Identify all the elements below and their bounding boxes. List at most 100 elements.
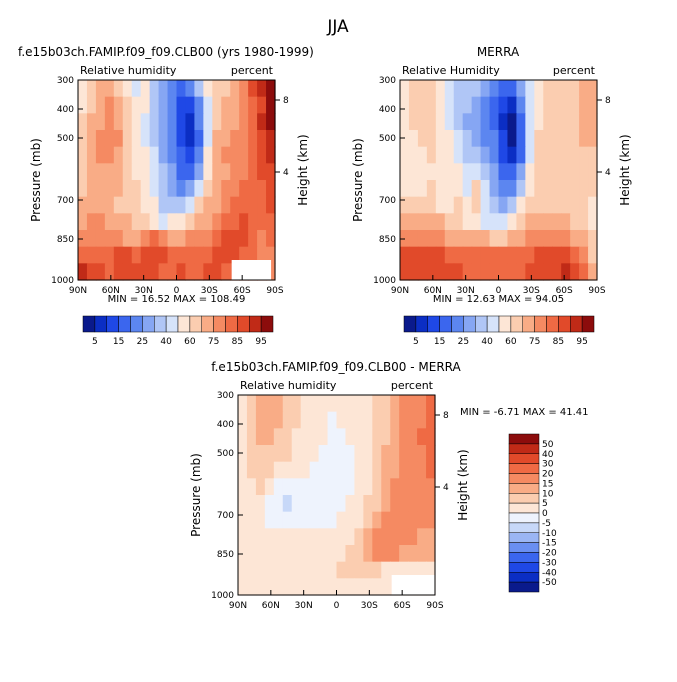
heatmap-cell	[167, 263, 178, 281]
heatmap-cell	[255, 445, 266, 463]
heatmap-cell	[372, 511, 382, 529]
heatmap-cell	[246, 445, 257, 463]
heatmap-cell	[257, 146, 267, 164]
heatmap-cell	[95, 130, 106, 148]
heatmap-cell	[264, 528, 275, 546]
heatmap-cell	[246, 395, 257, 413]
heatmap-cell	[86, 180, 97, 198]
heatmap-cell	[309, 461, 320, 479]
colorbar-swatch	[225, 315, 238, 333]
heatmap-cell	[140, 263, 151, 281]
heatmap-cell	[246, 495, 257, 513]
heatmap-cell	[417, 163, 428, 181]
heatmap-cell	[408, 163, 419, 181]
heatmap-cell	[507, 163, 517, 181]
heatmap-cell	[417, 263, 428, 281]
heatmap-cell	[113, 146, 124, 164]
heatmap-cell	[507, 96, 517, 114]
heatmap-cell	[399, 561, 409, 579]
heatmap-cell	[435, 263, 446, 281]
heatmap-cell	[273, 511, 284, 529]
heatmap-cell	[417, 478, 427, 496]
colorbar-label: 50	[542, 440, 554, 450]
heatmap-cell	[507, 80, 517, 98]
heatmap-cell	[498, 180, 509, 198]
heatmap-cell	[400, 80, 410, 98]
heatmap-cell	[435, 146, 446, 164]
heatmap-cell	[131, 96, 142, 114]
x-tick-label: 60S	[556, 286, 573, 296]
heatmap-cell	[561, 246, 571, 264]
heatmap-cell	[354, 411, 364, 429]
colorbar-swatch	[508, 552, 540, 563]
heatmap-cell	[399, 528, 409, 546]
y-tick-label: 700	[379, 196, 396, 206]
heatmap-cell	[471, 196, 482, 214]
heatmap-cell	[444, 230, 455, 248]
heatmap-cell	[417, 230, 428, 248]
y-tick-label: 400	[57, 105, 74, 115]
heatmap-cell	[212, 230, 222, 248]
heatmap-cell	[534, 213, 544, 231]
heatmap-cell	[255, 545, 266, 563]
heatmap-cell	[122, 196, 133, 214]
heatmap-cell	[140, 163, 151, 181]
heatmap-cell	[498, 213, 509, 231]
heatmap-cell	[561, 263, 571, 281]
heatmap-cell	[264, 411, 275, 429]
heatmap-cell	[158, 80, 169, 98]
heatmap-cell	[176, 196, 187, 214]
heatmap-cell	[203, 263, 213, 281]
heatmap-cell	[291, 511, 302, 529]
heatmap-cell	[516, 230, 526, 248]
heatmap-cell	[543, 113, 553, 131]
y-axis-title: Pressure (mb)	[351, 138, 365, 222]
heatmap-cell	[266, 230, 276, 248]
heatmap-cell	[570, 213, 580, 231]
missing-data-region	[231, 260, 272, 280]
heatmap-cell	[238, 478, 248, 496]
heatmap-cell	[516, 113, 526, 131]
heatmap-cell	[417, 528, 427, 546]
heatmap-cell	[266, 163, 276, 181]
heatmap-cell	[291, 428, 302, 446]
heatmap-cell	[149, 230, 160, 248]
heatmap-cell	[113, 213, 124, 231]
heatmap-cell	[264, 495, 275, 513]
heatmap-cell	[372, 528, 382, 546]
heatmap-cell	[453, 80, 464, 98]
heatmap-cell	[246, 511, 257, 529]
heatmap-cell	[480, 146, 491, 164]
colorbar-label: 15	[113, 337, 124, 347]
heatmap-cell	[453, 230, 464, 248]
heatmap-cell	[390, 545, 400, 563]
heatmap-cell	[255, 511, 266, 529]
heatmap-cell	[435, 196, 446, 214]
heatmap-cell	[300, 445, 311, 463]
heatmap-cell	[238, 528, 248, 546]
x-tick-label: 90N	[229, 601, 247, 611]
heatmap-cell	[381, 478, 391, 496]
heatmap-cell	[149, 213, 160, 231]
heatmap-cell	[453, 263, 464, 281]
heatmap-cell	[230, 213, 240, 231]
colorbar-label: -15	[542, 539, 557, 549]
heatmap-cell	[372, 395, 382, 413]
heatmap-cell	[363, 461, 373, 479]
heatmap-cell	[140, 230, 151, 248]
heatmap-cell	[453, 196, 464, 214]
heatmap-cell	[212, 263, 222, 281]
heatmap-cell	[489, 130, 500, 148]
x-tick-label: 90S	[588, 286, 605, 296]
heatmap-cell	[480, 196, 491, 214]
heatmap-cell	[426, 113, 437, 131]
heatmap-cell	[462, 80, 473, 98]
heatmap-cell	[239, 130, 249, 148]
heatmap-cell	[104, 113, 115, 131]
heatmap-cell	[516, 96, 526, 114]
heatmap-cell	[480, 163, 491, 181]
heatmap-cell	[345, 528, 355, 546]
heatmap-cell	[291, 445, 302, 463]
y-tick-label: 850	[379, 235, 396, 245]
